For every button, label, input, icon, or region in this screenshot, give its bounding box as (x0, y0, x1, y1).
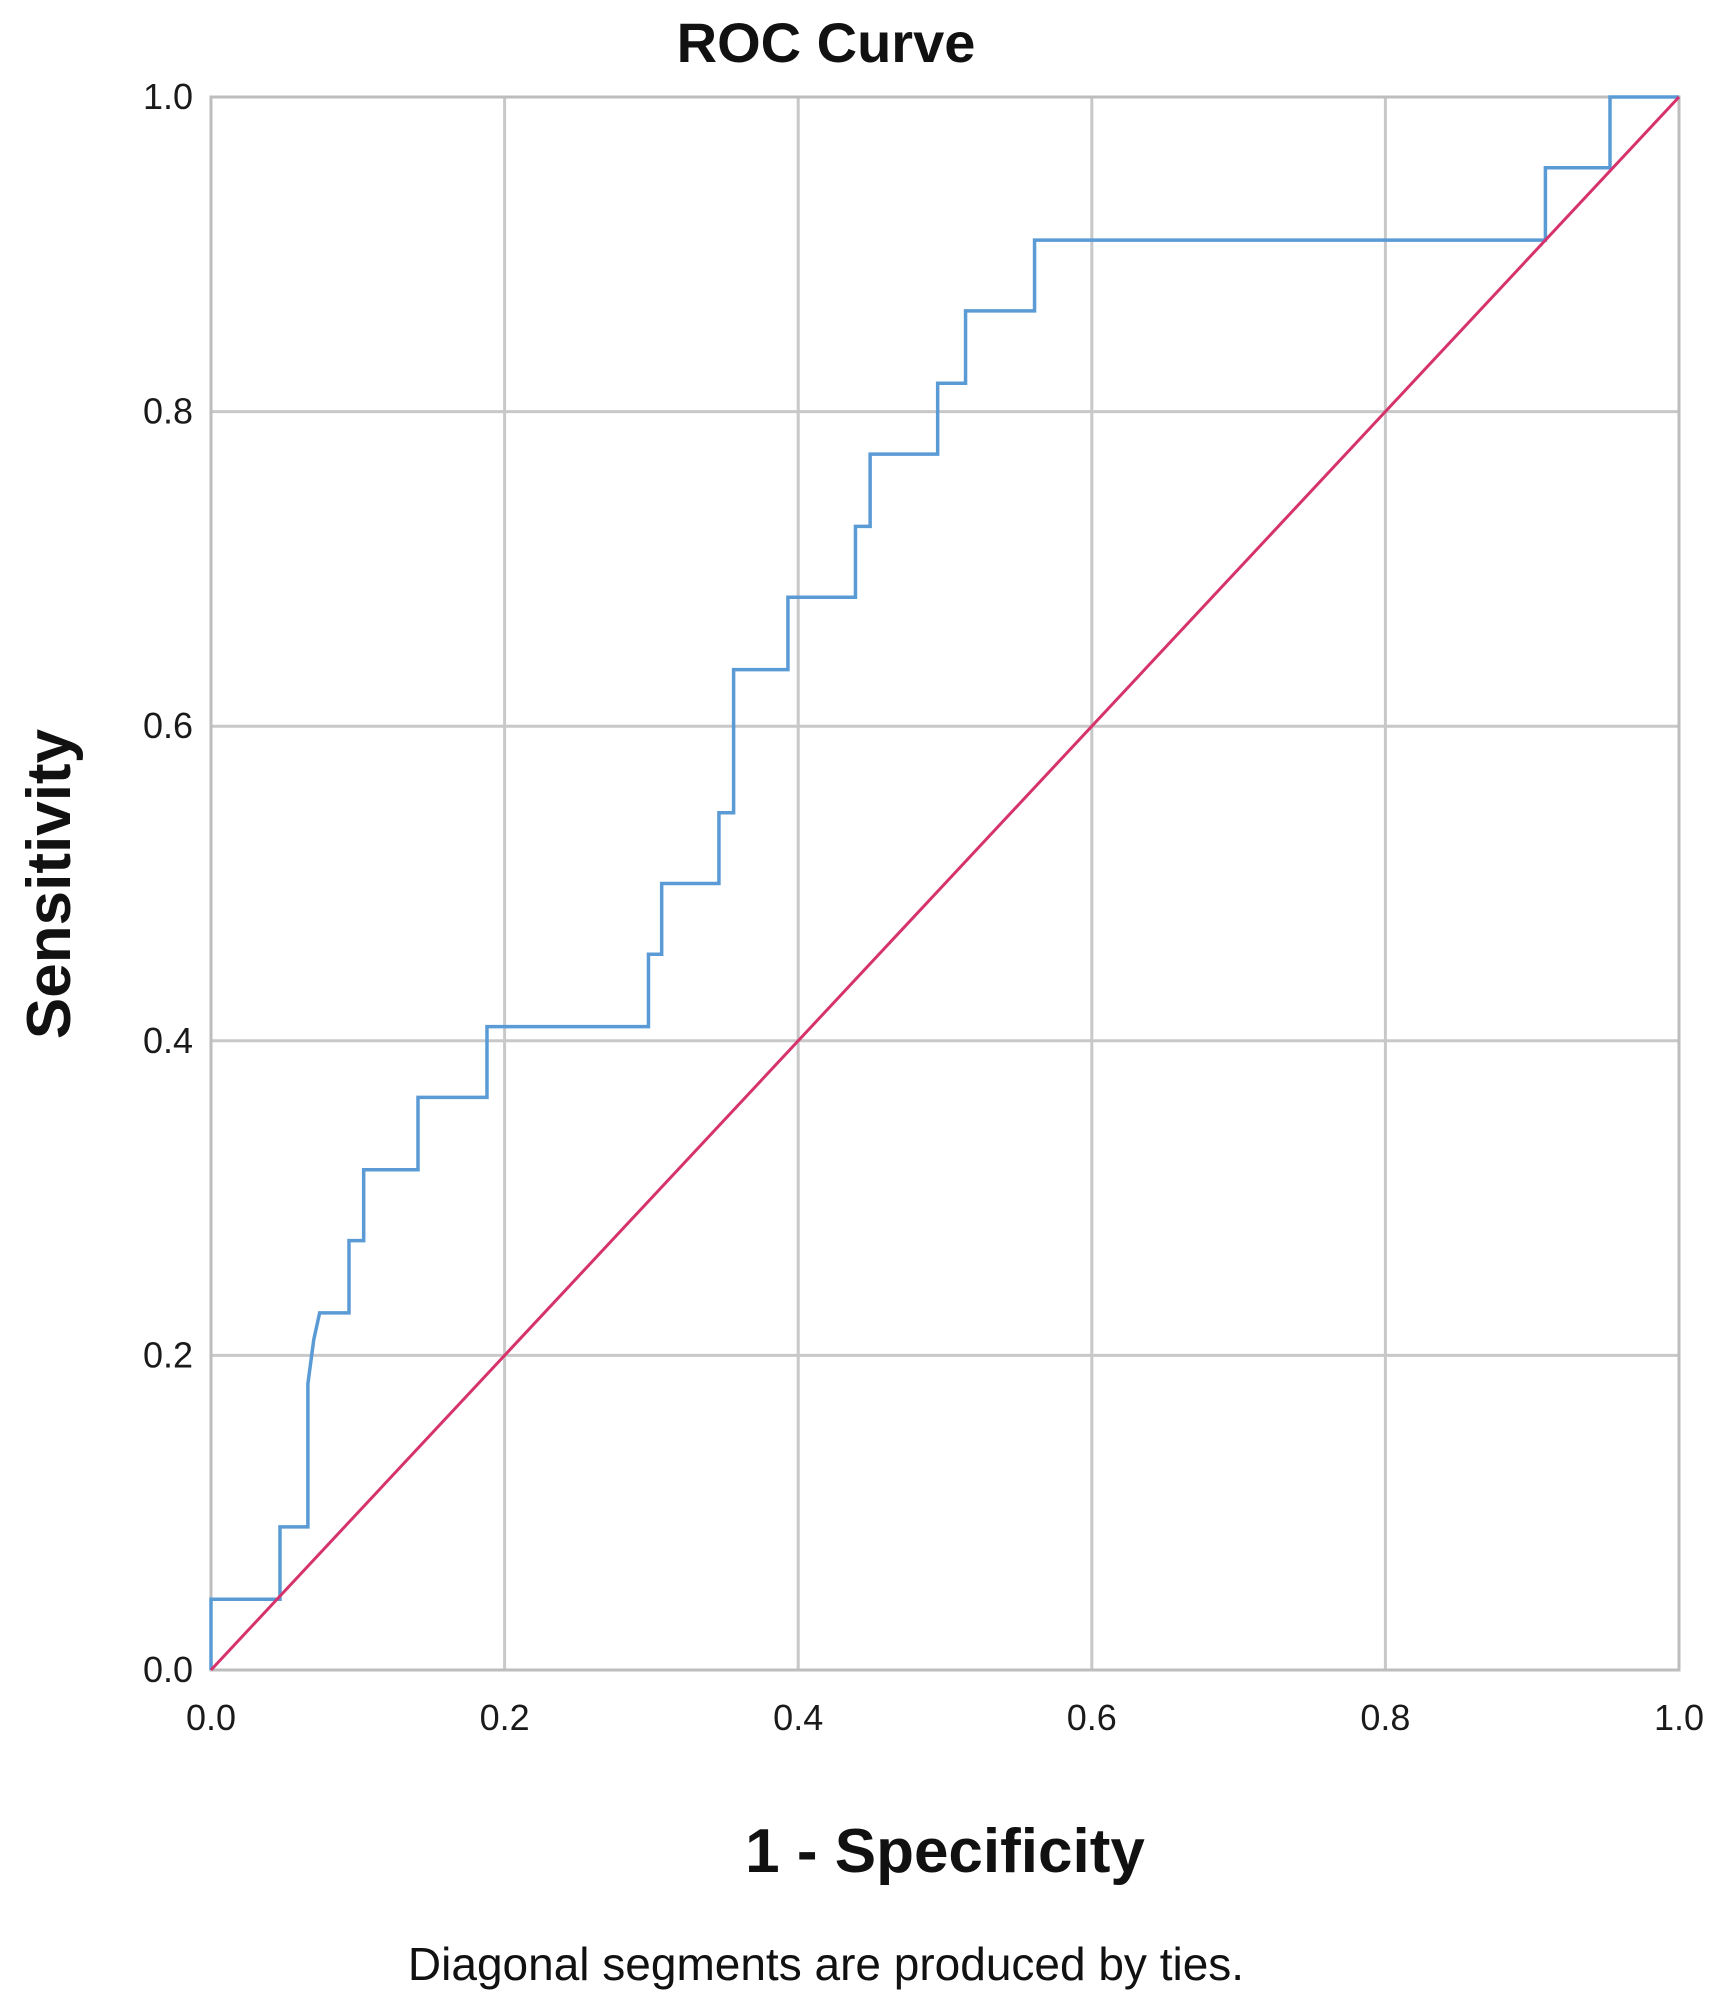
x-tick-label: 0.8 (1360, 1697, 1410, 1738)
series (209, 95, 1681, 1672)
chart-title: ROC Curve (677, 11, 976, 74)
y-tick-label: 0.2 (143, 1334, 193, 1375)
y-axis-ticks: 0.0 0.2 0.4 0.6 0.8 1.0 (143, 76, 193, 1690)
reference-diagonal-line (209, 95, 1681, 1672)
y-tick-label: 0.8 (143, 391, 193, 432)
y-tick-label: 1.0 (143, 76, 193, 117)
x-axis-title: 1 - Specificity (745, 1817, 1145, 1886)
roc-curve-line (209, 95, 1679, 1670)
x-tick-label: 0.2 (480, 1697, 530, 1738)
y-tick-label: 0.0 (143, 1649, 193, 1690)
x-tick-label: 0.6 (1067, 1697, 1117, 1738)
x-tick-label: 0.0 (186, 1697, 236, 1738)
x-axis-ticks: 0.0 0.2 0.4 0.6 0.8 1.0 (186, 1697, 1704, 1738)
chart-footnote: Diagonal segments are produced by ties. (408, 1938, 1244, 1990)
y-tick-label: 0.6 (143, 705, 193, 746)
y-tick-label: 0.4 (143, 1020, 193, 1061)
x-tick-label: 0.4 (773, 1697, 823, 1738)
y-axis-title: Sensitivity (15, 728, 84, 1039)
x-tick-label: 1.0 (1654, 1697, 1704, 1738)
plot-frame (209, 95, 1681, 1672)
